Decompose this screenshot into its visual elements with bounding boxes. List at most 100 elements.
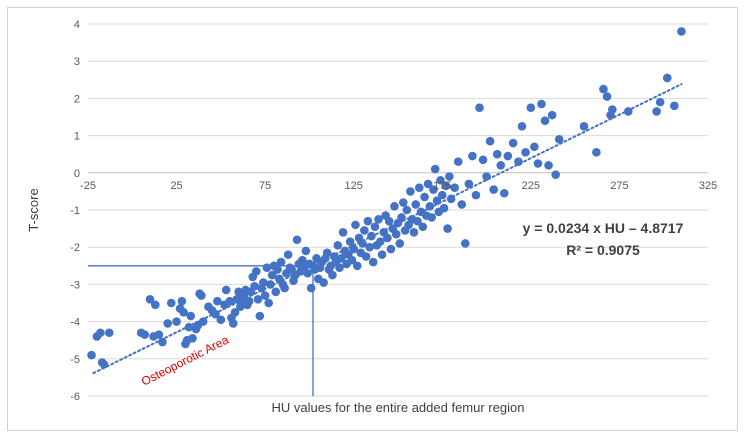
data-point	[216, 315, 226, 325]
data-point	[517, 122, 527, 131]
data-point	[273, 265, 282, 274]
x-tick-label: 25	[170, 180, 182, 192]
data-point	[140, 330, 149, 339]
data-point	[420, 192, 429, 202]
data-point	[390, 201, 399, 211]
y-tick-label: 4	[74, 19, 80, 31]
data-point	[503, 151, 513, 161]
data-point	[436, 175, 445, 185]
data-point	[319, 278, 328, 287]
data-point	[177, 296, 187, 306]
data-point	[453, 157, 463, 166]
data-point	[526, 103, 536, 112]
data-point	[499, 188, 509, 198]
data-point	[489, 185, 498, 194]
data-point	[592, 148, 601, 157]
data-point	[547, 110, 557, 120]
data-point	[179, 308, 188, 317]
data-point	[322, 248, 332, 258]
data-point	[496, 161, 506, 170]
data-point	[345, 237, 355, 246]
trendline-path	[92, 83, 683, 375]
data-point	[471, 190, 481, 200]
data-point	[478, 155, 488, 165]
data-point	[188, 334, 197, 343]
data-point	[409, 228, 419, 237]
data-point	[418, 222, 428, 232]
data-point	[374, 215, 383, 224]
y-axis-title: T-score	[26, 188, 41, 231]
data-point	[443, 224, 452, 233]
data-point	[363, 216, 373, 226]
data-point	[259, 278, 268, 287]
data-point	[599, 84, 608, 94]
data-point	[301, 246, 311, 256]
data-point	[377, 250, 387, 259]
data-point	[623, 107, 633, 116]
data-point	[172, 317, 181, 326]
data-point	[413, 216, 422, 226]
data-point	[652, 107, 661, 116]
data-point	[262, 263, 272, 272]
data-point	[280, 283, 289, 293]
data-point	[475, 103, 484, 112]
y-tick-label: 0	[74, 168, 80, 180]
scatter-chart: -25 25 75 125 175 225 275 325 -6 -5 -4 -3 -2 -1 0 1 2 3 4…	[26, 19, 717, 415]
data-point	[328, 270, 337, 280]
data-point	[383, 233, 392, 243]
trendline	[92, 83, 683, 375]
data-point	[87, 350, 96, 360]
x-tick-label: 175	[433, 180, 451, 192]
data-point	[255, 311, 265, 321]
data-point	[530, 142, 539, 152]
data-point	[370, 222, 380, 232]
x-tick-label: 225	[522, 180, 540, 192]
data-point	[457, 200, 467, 209]
data-point	[445, 172, 454, 181]
data-point	[437, 190, 447, 200]
data-point	[283, 250, 293, 259]
data-point	[391, 229, 401, 239]
data-point	[427, 213, 436, 222]
data-point	[579, 122, 589, 131]
data-point	[485, 136, 495, 146]
data-point	[267, 270, 277, 280]
y-axis-ticks: -6 -5 -4 -3 -2 -1 0 1 2 3 4	[70, 19, 80, 403]
data-point	[677, 27, 686, 36]
x-tick-label: -25	[80, 180, 96, 192]
data-point	[358, 239, 367, 248]
y-tick-label: -2	[70, 242, 80, 254]
x-axis-ticks: -25 25 75 125 175 225 275 325	[80, 180, 717, 192]
data-point	[402, 205, 412, 215]
data-point	[351, 220, 360, 230]
data-point	[251, 267, 261, 276]
data-point	[335, 263, 344, 272]
data-point	[186, 311, 196, 321]
data-point	[264, 298, 273, 308]
chart-frame: -25 25 75 125 175 225 275 325 -6 -5 -4 -3 -2 -1 0 1 2 3 4…	[7, 7, 738, 431]
data-point	[602, 92, 612, 101]
data-point	[439, 203, 449, 213]
data-point	[244, 296, 254, 306]
data-point	[544, 161, 553, 170]
data-point	[253, 294, 263, 304]
data-point	[225, 296, 235, 306]
data-point	[551, 170, 560, 179]
y-tick-label: 3	[74, 56, 80, 68]
data-point	[399, 198, 408, 207]
data-point	[306, 283, 316, 293]
data-point	[414, 183, 424, 192]
data-point	[250, 281, 259, 291]
data-point	[276, 257, 286, 267]
data-point	[213, 296, 222, 306]
data-point	[96, 328, 105, 338]
x-tick-label: 75	[259, 180, 271, 192]
data-point	[670, 101, 679, 111]
y-tick-label: -3	[70, 279, 80, 291]
data-point	[337, 254, 346, 263]
data-point	[441, 181, 451, 191]
data-point	[154, 330, 164, 339]
data-point	[423, 179, 433, 189]
data-point	[537, 99, 546, 109]
data-point	[384, 216, 394, 226]
